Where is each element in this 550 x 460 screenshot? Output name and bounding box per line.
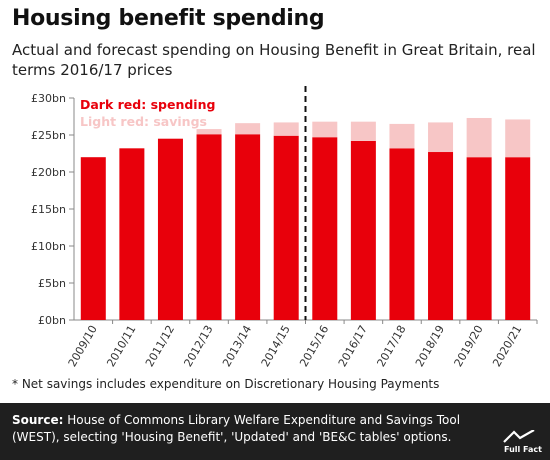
y-tick-label: £25bn [31, 129, 66, 142]
bar-savings [235, 123, 261, 135]
bar-spending [273, 135, 299, 320]
y-tick-label: £30bn [31, 92, 66, 105]
bar-savings [466, 117, 492, 158]
x-tick-label: 2015/16 [297, 323, 331, 369]
x-tick-label: 2017/18 [374, 323, 408, 369]
bar-spending [312, 137, 338, 320]
y-tick-label: £10bn [31, 240, 66, 253]
bar-spending [350, 140, 376, 320]
y-tick-label: £15bn [31, 203, 66, 216]
bar-savings [350, 121, 376, 141]
bar-spending [389, 148, 415, 320]
y-tick-label: £20bn [31, 166, 66, 179]
x-tick-label: 2009/10 [66, 323, 100, 369]
legend-entry: Light red: savings [80, 114, 207, 129]
source-label: Source: [12, 413, 64, 427]
source-footer: Source: House of Commons Library Welfare… [0, 403, 550, 460]
bar-savings [312, 121, 338, 138]
bar-spending [80, 157, 106, 320]
x-tick-label: 2018/19 [413, 323, 447, 369]
bar-spending [505, 157, 531, 320]
footnote: * Net savings includes expenditure on Di… [12, 377, 440, 391]
bar-chart: £0bn £5bn £10bn £15bn £20bn £25bn £30bn 2009/10… [31, 86, 538, 369]
bar-spending [196, 134, 222, 320]
chart-subtitle: Actual and forecast spending on Housing … [12, 41, 536, 79]
y-tick-label: £5bn [38, 277, 66, 290]
bar-savings [273, 122, 299, 136]
x-tick-label: 2016/17 [336, 323, 370, 369]
y-tick-label: £0bn [38, 314, 66, 327]
logo-text: Full Fact [504, 445, 542, 454]
bar-spending [157, 138, 183, 320]
x-tick-label: 2019/20 [452, 323, 486, 369]
bar-spending [235, 134, 261, 320]
bar-savings [196, 129, 222, 135]
x-tick-label: 2014/15 [259, 323, 293, 369]
bar-savings [428, 122, 454, 153]
x-tick-label: 2012/13 [182, 323, 216, 369]
bar-spending [428, 152, 454, 320]
logo-mark-icon [503, 430, 535, 443]
full-fact-logo: Full Fact [502, 430, 542, 454]
x-tick-label: 2013/14 [220, 323, 254, 369]
chart-title: Housing benefit spending [12, 6, 325, 31]
bar-spending [466, 157, 492, 320]
bar-spending [119, 148, 145, 320]
x-tick-label: 2011/12 [143, 323, 177, 369]
x-tick-label: 2020/21 [490, 323, 524, 369]
bar-savings [505, 119, 531, 158]
bar-savings [389, 123, 415, 149]
source-text: Source: House of Commons Library Welfare… [12, 412, 492, 446]
source-body: House of Commons Library Welfare Expendi… [12, 413, 461, 444]
x-tick-label: 2010/11 [104, 323, 138, 369]
legend-entry: Dark red: spending [80, 97, 215, 112]
